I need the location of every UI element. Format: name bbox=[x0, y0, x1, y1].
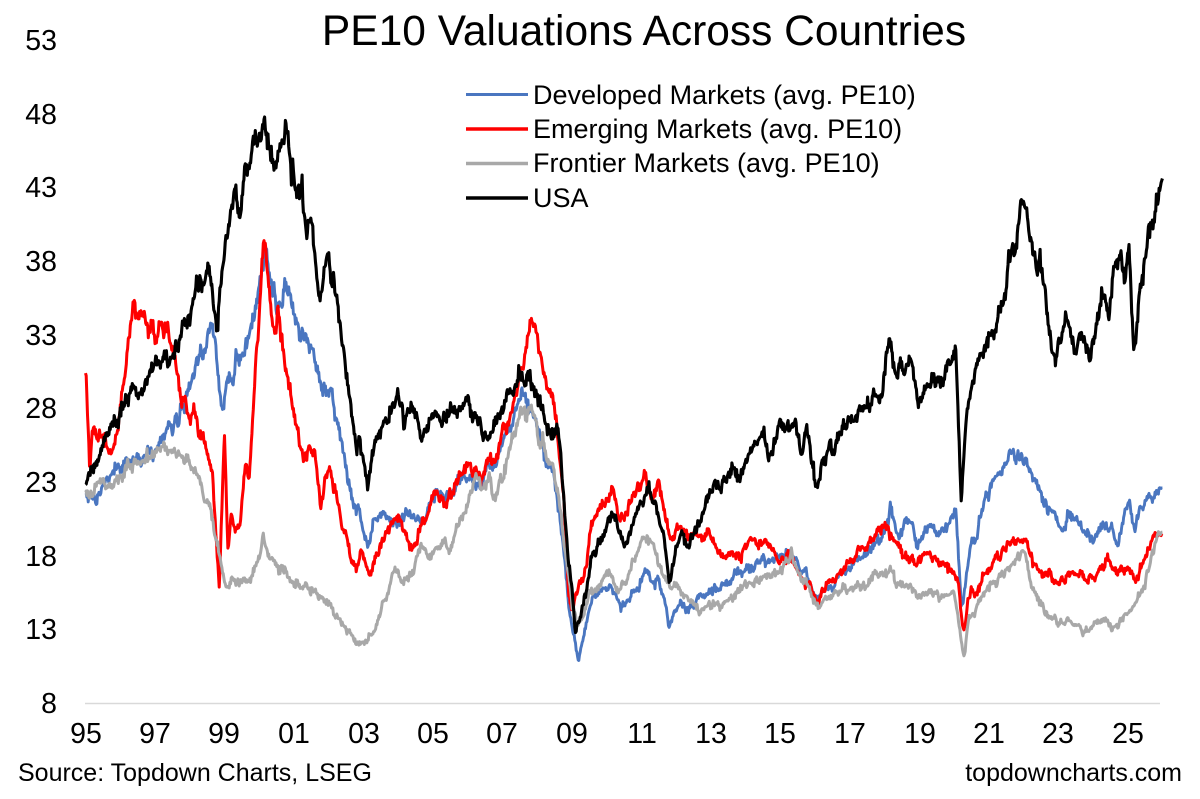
svg-text:Source: Topdown Charts, LSEG: Source: Topdown Charts, LSEG bbox=[18, 759, 372, 787]
svg-text:13: 13 bbox=[695, 718, 727, 750]
svg-text:25: 25 bbox=[1112, 718, 1144, 750]
svg-text:Frontier Markets (avg. PE10): Frontier Markets (avg. PE10) bbox=[533, 148, 880, 178]
svg-text:17: 17 bbox=[834, 718, 866, 750]
svg-text:28: 28 bbox=[25, 393, 57, 425]
svg-text:03: 03 bbox=[348, 718, 380, 750]
svg-text:38: 38 bbox=[25, 246, 57, 278]
svg-text:19: 19 bbox=[904, 718, 936, 750]
svg-text:USA: USA bbox=[533, 183, 589, 213]
svg-text:13: 13 bbox=[25, 614, 57, 646]
svg-text:topdowncharts.com: topdowncharts.com bbox=[965, 759, 1182, 787]
svg-text:95: 95 bbox=[70, 718, 102, 750]
svg-text:21: 21 bbox=[973, 718, 1005, 750]
svg-text:18: 18 bbox=[25, 541, 57, 573]
svg-text:01: 01 bbox=[278, 718, 310, 750]
svg-text:PE10 Valuations Across Countri: PE10 Valuations Across Countries bbox=[322, 8, 966, 55]
svg-text:23: 23 bbox=[1042, 718, 1074, 750]
svg-text:8: 8 bbox=[41, 688, 57, 720]
svg-text:33: 33 bbox=[25, 320, 57, 352]
svg-text:53: 53 bbox=[25, 25, 57, 57]
svg-text:05: 05 bbox=[417, 718, 449, 750]
svg-text:09: 09 bbox=[556, 718, 588, 750]
svg-text:48: 48 bbox=[25, 99, 57, 131]
svg-text:43: 43 bbox=[25, 172, 57, 204]
svg-text:07: 07 bbox=[486, 718, 518, 750]
svg-text:Emerging Markets (avg. PE10): Emerging Markets (avg. PE10) bbox=[533, 114, 902, 144]
svg-text:97: 97 bbox=[139, 718, 171, 750]
svg-text:15: 15 bbox=[764, 718, 796, 750]
svg-text:11: 11 bbox=[627, 718, 657, 750]
svg-text:Developed Markets (avg. PE10): Developed Markets (avg. PE10) bbox=[533, 80, 916, 110]
svg-text:99: 99 bbox=[208, 718, 240, 750]
svg-text:23: 23 bbox=[25, 467, 57, 499]
